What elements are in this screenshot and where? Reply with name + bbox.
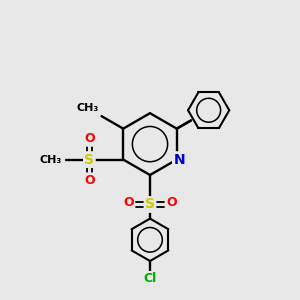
Text: N: N [173, 153, 185, 166]
Text: S: S [145, 197, 155, 212]
Text: O: O [166, 196, 176, 209]
Text: CH₃: CH₃ [77, 103, 99, 113]
Text: O: O [124, 196, 134, 209]
Text: S: S [84, 153, 94, 166]
Text: O: O [84, 174, 95, 187]
Text: CH₃: CH₃ [39, 154, 62, 165]
Text: Cl: Cl [143, 272, 157, 285]
Text: O: O [84, 133, 95, 146]
